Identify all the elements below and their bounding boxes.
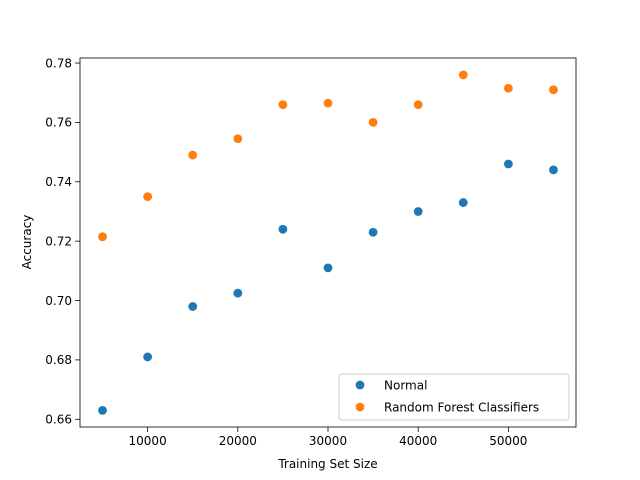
y-tick-label: 0.70 [45, 294, 72, 308]
data-point-series-2 [233, 134, 243, 144]
x-tick-label: 50000 [489, 434, 527, 448]
legend-marker-series-2 [355, 402, 365, 412]
legend-box [338, 373, 570, 421]
legend-marker-series-1 [355, 380, 365, 390]
data-point-series-2 [503, 83, 513, 93]
data-point-series-1 [368, 227, 378, 237]
data-point-series-2 [458, 70, 468, 80]
data-point-series-1 [549, 165, 558, 175]
data-point-series-1 [323, 263, 333, 273]
y-axis-label: Accuracy [20, 215, 34, 270]
y-tick-label: 0.78 [45, 56, 72, 70]
data-point-series-2 [98, 232, 107, 242]
x-axis-label: Training Set Size [277, 457, 377, 471]
y-tick-label: 0.66 [45, 413, 72, 427]
data-point-series-2 [188, 150, 198, 160]
data-point-series-1 [143, 352, 153, 362]
data-point-series-2 [368, 118, 378, 127]
data-point-series-1 [503, 159, 513, 169]
legend: Normal Random Forest Classifiers [338, 373, 570, 421]
x-tick-label: 40000 [399, 434, 437, 448]
legend-label-series-2: Random Forest Classifiers [384, 400, 539, 414]
y-tick-label: 0.76 [45, 116, 72, 130]
data-point-series-1 [98, 405, 107, 415]
data-point-series-1 [413, 207, 423, 216]
x-tick-label: 10000 [129, 434, 167, 448]
data-point-series-2 [143, 192, 153, 202]
y-tick-label: 0.74 [45, 175, 72, 189]
legend-label-series-1: Normal [384, 378, 427, 392]
x-tick-label: 30000 [309, 434, 347, 448]
data-point-series-2 [323, 98, 333, 108]
data-point-series-2 [549, 85, 558, 95]
y-tick-label: 0.72 [45, 234, 72, 248]
data-point-series-1 [278, 224, 288, 234]
data-point-series-2 [278, 100, 288, 110]
data-point-series-1 [188, 302, 198, 311]
data-point-series-1 [233, 288, 243, 298]
x-tick-label: 20000 [219, 434, 257, 448]
data-point-series-2 [413, 100, 423, 110]
data-point-series-1 [458, 198, 468, 207]
axes: 10000 20000 30000 40000 50000 0.66 0.68 0.70 0.7… [45, 56, 577, 448]
data-marks [98, 70, 558, 415]
y-tick-label: 0.68 [45, 353, 72, 367]
